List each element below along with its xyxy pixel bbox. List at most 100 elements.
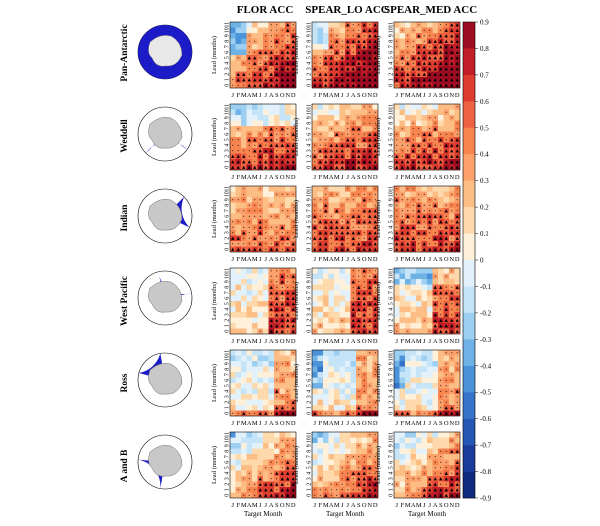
cell-r3-c0-m6-l4 [263,306,269,313]
sig-dot [232,232,234,234]
cell-r3-c1-m4-l10 [334,273,340,280]
cell-r5-c0-m0-l6 [230,459,236,466]
cell-r0-c0-m4-l9 [252,33,258,39]
sig-marker [422,72,426,76]
sig-marker [313,214,317,218]
x-tick-label: O [362,420,367,427]
sig-marker [269,165,273,169]
cell-r4-c1-m7-l11 [350,350,357,356]
cell-r4-c2-m5-l7 [421,372,428,378]
cell-r4-c1-m5-l3 [339,394,346,400]
y-tick-label: 4 [306,308,312,311]
cell-r4-c0-m6-l1 [263,405,269,411]
sig-marker [400,231,404,235]
cell-r1-c1-m10-l7 [367,126,373,132]
sig-dot [254,226,256,228]
cell-r1-c0-m8-l11 [274,104,280,110]
sig-dot [352,478,354,480]
sig-marker [362,50,366,54]
cell-r4-c1-m10-l7 [367,372,373,378]
y-tick-label: 8 [388,122,394,125]
x-tick-label: J [313,92,316,99]
sig-dot [369,122,371,124]
sig-dot [423,40,425,42]
cell-r4-c2-m1-l4 [399,388,406,395]
cell-r3-c2-m4-l4 [416,306,422,313]
sig-marker [444,493,448,497]
cell-r4-c1-m4-l11 [334,350,340,356]
cell-r5-c0-m1-l7 [235,454,242,460]
cell-r1-c1-m6-l11 [345,104,351,110]
sig-marker [455,488,459,492]
cell-r4-c0-m5-l6 [257,377,264,384]
y-tick-label: 7 [224,455,230,458]
sig-marker [275,165,279,169]
sig-marker [362,23,366,27]
cell-r1-c0-m2-l5 [241,137,247,143]
sig-marker [439,220,443,224]
cell-r5-c0-m4-l10 [252,437,258,444]
cell-r4-c1-m5-l1 [339,405,346,411]
x-tick-label: J [313,420,316,427]
sig-marker [406,231,410,235]
sig-marker [275,302,279,306]
cell-r3-c0-m1-l8 [235,284,242,291]
x-tick-label: A [247,338,252,345]
y-tick-label: 2 [388,73,394,76]
sig-marker [318,231,322,235]
cell-r5-c0-m10-l7 [285,454,291,460]
sig-marker [395,67,399,71]
sig-dot [429,232,431,234]
sig-marker [264,78,268,82]
cell-r5-c2-m4-l9 [416,443,422,449]
cell-r1-c1-m9-l7 [361,126,368,132]
cell-r1-c0-m8-l10 [274,109,280,116]
sig-marker [357,72,361,76]
x-tick-label: S [357,502,361,509]
colorbar-bin [463,22,475,49]
x-tick-label: O [362,502,367,509]
panel-frame-r0-c2 [393,21,461,89]
cell-r5-c2-m5-l9 [421,443,428,449]
sig-dot [254,204,256,206]
panel-frame-r5-c2 [393,431,461,499]
cell-r4-c0-m3-l3 [246,394,253,400]
cell-r5-c1-m4-l8 [334,448,340,455]
cell-r3-c1-m3-l5 [328,301,335,307]
sig-dot [276,456,278,458]
cell-r4-c1-m2-l9 [323,361,329,367]
sig-dot [445,297,447,299]
cell-r5-c1-m7-l11 [350,432,357,438]
sig-marker [253,247,257,251]
x-tick-label: M [334,338,340,345]
sig-marker [373,302,377,306]
sig-dot [232,139,234,141]
sig-dot [276,275,278,277]
cell-r5-c0-m7-l7 [268,454,275,460]
sig-marker [444,72,448,76]
y-tick-label: 3 [306,67,312,70]
x-tick-label: N [449,338,454,345]
sig-marker [450,50,454,54]
cell-r3-c1-m4-l0 [334,328,340,335]
sig-marker [373,138,377,142]
y-tick-label: 6 [224,297,230,300]
sig-marker [346,138,350,142]
cell-r4-c2-m3-l10 [410,355,417,362]
sig-dot [281,133,283,135]
cell-r4-c2-m2-l1 [405,405,411,411]
x-tick-label: J [264,256,267,263]
sig-marker [329,149,333,153]
panel-frame-r5-c1 [311,431,379,499]
sig-dot [248,144,250,146]
sig-dot [243,188,245,190]
sig-dot [237,221,239,223]
cell-r3-c1-m4-l1 [334,323,340,329]
sig-dot [352,29,354,31]
sig-dot [248,68,250,70]
cell-r4-c0-m9-l8 [279,366,286,373]
sig-marker [428,482,432,486]
cell-r5-c1-m1-l10 [317,437,324,444]
colorbar-bin [463,48,475,76]
cell-r1-c0-m3-l7 [246,126,253,132]
